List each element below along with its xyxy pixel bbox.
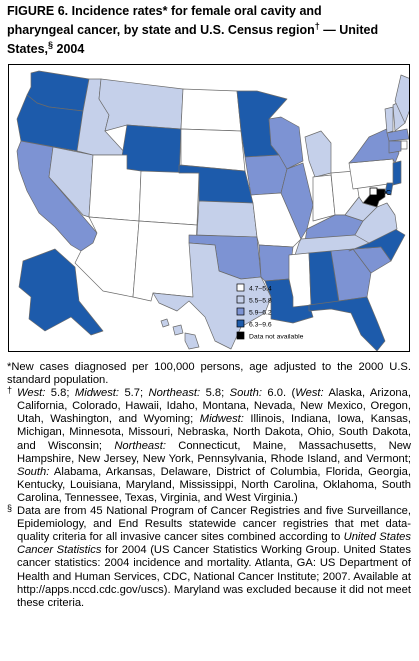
footnote-run: 6.0. ( [262, 387, 296, 400]
legend-label-4: Data not available [249, 334, 304, 341]
state-mi [304, 130, 332, 178]
state-nm [132, 220, 198, 302]
state-ar [258, 244, 294, 282]
state-ga [330, 248, 372, 302]
legend-label-3: 6.3–9.6 [249, 322, 272, 329]
state-de [384, 182, 394, 196]
footnote-dagger-text: West: 5.8; Midwest: 5.7; Northeast: 5.8;… [17, 387, 411, 504]
footnote-section-symbol: § [7, 503, 13, 514]
footnote-run: for 2004 (US Cancer Statistics Working G… [17, 544, 411, 609]
map-frame: DC 4.7–5.4 5.5–5.8 5.9–6.2 6.3–9.6 Data … [8, 64, 410, 352]
dagger-mark: † [314, 21, 320, 31]
footnote-dagger: † West: 5.8; Midwest: 5.7; Northeast: 5.8… [7, 385, 411, 505]
legend-swatch-1 [236, 295, 245, 304]
legend-swatch-0 [236, 283, 245, 292]
footnote-run: West: [295, 387, 324, 400]
state-fl [308, 296, 386, 351]
title-line-3: States,§ 2004 [7, 40, 85, 57]
state-nd [180, 88, 242, 132]
state-in [312, 174, 336, 222]
legend-swatch-2 [236, 307, 245, 316]
legend-swatch-3 [236, 319, 245, 328]
title-line-2: pharyngeal cancer, by state and U.S. Cen… [7, 21, 379, 38]
footnote-run: Northeast: [114, 439, 166, 452]
figure-title: FIGURE 6. Incidence rates* for female or… [7, 4, 413, 57]
footnote-section: § Data are from 45 National Program of Ca… [7, 503, 411, 610]
legend-label-1: 5.5–5.8 [249, 298, 272, 305]
footnote-run: 5.7; [119, 387, 149, 400]
state-co [138, 170, 200, 226]
dc-swatch [369, 187, 378, 196]
state-vt [384, 106, 394, 134]
state-ia [244, 154, 288, 196]
footnote-run: Data are from 45 National Program of Can… [17, 505, 411, 544]
footnote-star: *New cases diagnosed per 100,000 persons… [7, 361, 411, 387]
footnote-run: Midwest: [199, 413, 244, 426]
footnote-dagger-symbol: † [7, 385, 13, 396]
state-ak [18, 248, 104, 336]
state-mt [98, 78, 184, 132]
state-ks [196, 200, 258, 238]
us-choropleth-map: DC 4.7–5.4 5.5–5.8 5.9–6.2 6.3–9.6 Data … [16, 70, 409, 351]
legend-label-0: 4.7–5.4 [249, 286, 272, 293]
footnotes: *New cases diagnosed per 100,000 persons… [7, 361, 411, 610]
footnote-section-text: Data are from 45 National Program of Can… [17, 505, 411, 609]
state-ma [386, 128, 409, 142]
legend-label-2: 5.9–6.2 [249, 310, 272, 317]
state-hi [160, 318, 200, 350]
footnote-run: 5.8; [200, 387, 230, 400]
footnote-run: Northeast: [148, 387, 201, 400]
section-mark: § [48, 40, 54, 51]
title-line-1: FIGURE 6. Incidence rates* for female or… [7, 4, 322, 18]
legend: 4.7–5.4 5.5–5.8 5.9–6.2 6.3–9.6 Data not… [236, 283, 304, 341]
footnote-run: South: [229, 387, 263, 400]
states-layer [16, 70, 409, 351]
state-ri [400, 140, 408, 150]
state-ct [388, 140, 402, 154]
footnote-run: West: [17, 387, 46, 400]
footnote-run: Midwest: [74, 387, 120, 400]
legend-swatch-4 [236, 331, 245, 340]
footnote-run: Alaska, Arizona, California, Colorado, H… [17, 387, 411, 426]
footnote-run: South: [17, 465, 50, 478]
state-sd [180, 128, 246, 172]
footnote-run: 5.8; [45, 387, 75, 400]
state-wi [268, 116, 304, 170]
state-ny [348, 126, 400, 164]
footnote-run: Illinois, Indiana, Iowa, Kansas, Michiga… [17, 413, 411, 452]
footnote-run: Alabama, Arkansas, Delaware, District of… [17, 465, 411, 504]
footnote-run: United States Cancer Statistics [17, 531, 411, 557]
dc-label: DC [381, 190, 391, 197]
footnote-run: Connecticut, Maine, Massachusetts, New H… [17, 439, 411, 465]
state-nj [392, 160, 402, 186]
state-me [394, 74, 409, 124]
